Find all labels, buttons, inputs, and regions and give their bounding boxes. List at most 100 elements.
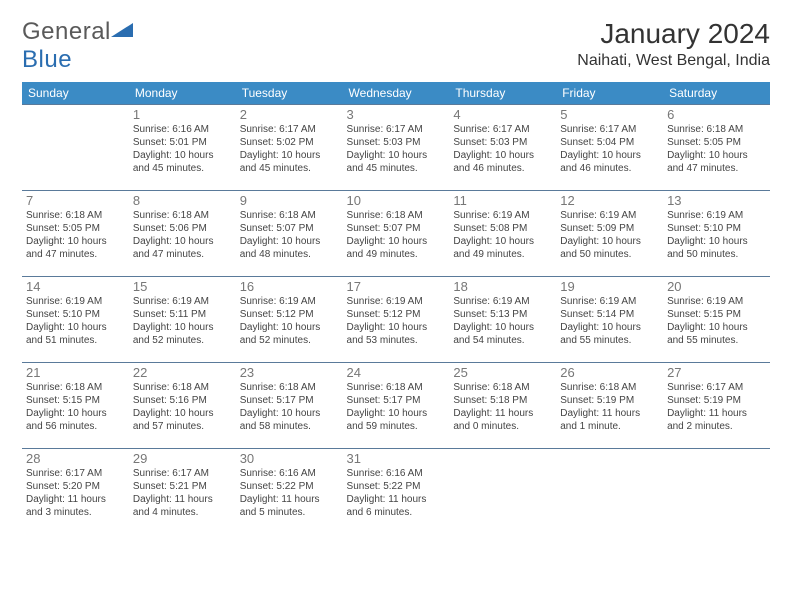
sunrise-text: Sunrise: 6:18 AM <box>560 381 659 394</box>
daylight-text-1: Daylight: 11 hours <box>133 493 232 506</box>
calendar-week-row: 1Sunrise: 6:16 AMSunset: 5:01 PMDaylight… <box>22 105 770 191</box>
calendar-body: 1Sunrise: 6:16 AMSunset: 5:01 PMDaylight… <box>22 105 770 535</box>
sunrise-text: Sunrise: 6:19 AM <box>133 295 232 308</box>
day-number: 12 <box>560 193 659 208</box>
calendar-day-cell: 6Sunrise: 6:18 AMSunset: 5:05 PMDaylight… <box>663 105 770 191</box>
daylight-text-1: Daylight: 10 hours <box>667 149 766 162</box>
day-number: 16 <box>240 279 339 294</box>
sunset-text: Sunset: 5:05 PM <box>667 136 766 149</box>
day-info: Sunrise: 6:19 AMSunset: 5:09 PMDaylight:… <box>560 209 659 261</box>
sunset-text: Sunset: 5:10 PM <box>26 308 125 321</box>
day-number: 8 <box>133 193 232 208</box>
day-info: Sunrise: 6:17 AMSunset: 5:21 PMDaylight:… <box>133 467 232 519</box>
calendar-day-cell: 15Sunrise: 6:19 AMSunset: 5:11 PMDayligh… <box>129 277 236 363</box>
day-number: 6 <box>667 107 766 122</box>
day-info: Sunrise: 6:19 AMSunset: 5:08 PMDaylight:… <box>453 209 552 261</box>
sunrise-text: Sunrise: 6:19 AM <box>453 209 552 222</box>
calendar-table: SundayMondayTuesdayWednesdayThursdayFrid… <box>22 82 770 535</box>
sunrise-text: Sunrise: 6:19 AM <box>667 209 766 222</box>
day-info: Sunrise: 6:17 AMSunset: 5:03 PMDaylight:… <box>453 123 552 175</box>
day-number: 17 <box>347 279 446 294</box>
sunrise-text: Sunrise: 6:19 AM <box>26 295 125 308</box>
daylight-text-1: Daylight: 10 hours <box>453 321 552 334</box>
daylight-text-1: Daylight: 10 hours <box>347 149 446 162</box>
sunrise-text: Sunrise: 6:18 AM <box>667 123 766 136</box>
day-number: 20 <box>667 279 766 294</box>
sunset-text: Sunset: 5:16 PM <box>133 394 232 407</box>
daylight-text-1: Daylight: 10 hours <box>453 235 552 248</box>
sunset-text: Sunset: 5:05 PM <box>26 222 125 235</box>
daylight-text-1: Daylight: 10 hours <box>26 235 125 248</box>
calendar-day-cell: 12Sunrise: 6:19 AMSunset: 5:09 PMDayligh… <box>556 191 663 277</box>
day-info: Sunrise: 6:18 AMSunset: 5:05 PMDaylight:… <box>667 123 766 175</box>
day-number: 11 <box>453 193 552 208</box>
calendar-week-row: 28Sunrise: 6:17 AMSunset: 5:20 PMDayligh… <box>22 449 770 535</box>
daylight-text-1: Daylight: 11 hours <box>26 493 125 506</box>
day-number: 15 <box>133 279 232 294</box>
daylight-text-2: and 47 minutes. <box>26 248 125 261</box>
day-number: 25 <box>453 365 552 380</box>
day-info: Sunrise: 6:19 AMSunset: 5:10 PMDaylight:… <box>667 209 766 261</box>
daylight-text-1: Daylight: 10 hours <box>667 321 766 334</box>
day-number: 30 <box>240 451 339 466</box>
calendar-day-cell: 18Sunrise: 6:19 AMSunset: 5:13 PMDayligh… <box>449 277 556 363</box>
daylight-text-2: and 48 minutes. <box>240 248 339 261</box>
day-info: Sunrise: 6:19 AMSunset: 5:12 PMDaylight:… <box>347 295 446 347</box>
daylight-text-2: and 58 minutes. <box>240 420 339 433</box>
calendar-day-cell <box>22 105 129 191</box>
day-info: Sunrise: 6:18 AMSunset: 5:07 PMDaylight:… <box>240 209 339 261</box>
calendar-day-cell: 14Sunrise: 6:19 AMSunset: 5:10 PMDayligh… <box>22 277 129 363</box>
sunset-text: Sunset: 5:20 PM <box>26 480 125 493</box>
daylight-text-2: and 56 minutes. <box>26 420 125 433</box>
day-number: 2 <box>240 107 339 122</box>
sunrise-text: Sunrise: 6:17 AM <box>26 467 125 480</box>
calendar-day-cell: 28Sunrise: 6:17 AMSunset: 5:20 PMDayligh… <box>22 449 129 535</box>
day-number: 5 <box>560 107 659 122</box>
day-number: 29 <box>133 451 232 466</box>
sunset-text: Sunset: 5:07 PM <box>240 222 339 235</box>
sunrise-text: Sunrise: 6:17 AM <box>133 467 232 480</box>
daylight-text-1: Daylight: 11 hours <box>453 407 552 420</box>
daylight-text-2: and 50 minutes. <box>667 248 766 261</box>
sunrise-text: Sunrise: 6:18 AM <box>240 209 339 222</box>
sunrise-text: Sunrise: 6:18 AM <box>26 381 125 394</box>
daylight-text-1: Daylight: 10 hours <box>560 149 659 162</box>
day-number: 22 <box>133 365 232 380</box>
day-number: 4 <box>453 107 552 122</box>
day-info: Sunrise: 6:17 AMSunset: 5:04 PMDaylight:… <box>560 123 659 175</box>
daylight-text-1: Daylight: 10 hours <box>133 149 232 162</box>
day-info: Sunrise: 6:17 AMSunset: 5:19 PMDaylight:… <box>667 381 766 433</box>
sunrise-text: Sunrise: 6:19 AM <box>240 295 339 308</box>
daylight-text-1: Daylight: 11 hours <box>240 493 339 506</box>
daylight-text-2: and 55 minutes. <box>560 334 659 347</box>
day-number: 26 <box>560 365 659 380</box>
calendar-day-cell: 31Sunrise: 6:16 AMSunset: 5:22 PMDayligh… <box>343 449 450 535</box>
day-info: Sunrise: 6:18 AMSunset: 5:19 PMDaylight:… <box>560 381 659 433</box>
calendar-day-cell: 11Sunrise: 6:19 AMSunset: 5:08 PMDayligh… <box>449 191 556 277</box>
logo-triangle-icon <box>111 21 133 39</box>
daylight-text-2: and 51 minutes. <box>26 334 125 347</box>
daylight-text-1: Daylight: 10 hours <box>560 235 659 248</box>
sunset-text: Sunset: 5:04 PM <box>560 136 659 149</box>
sunset-text: Sunset: 5:02 PM <box>240 136 339 149</box>
day-info: Sunrise: 6:16 AMSunset: 5:01 PMDaylight:… <box>133 123 232 175</box>
daylight-text-2: and 46 minutes. <box>560 162 659 175</box>
daylight-text-1: Daylight: 11 hours <box>667 407 766 420</box>
daylight-text-2: and 50 minutes. <box>560 248 659 261</box>
sunrise-text: Sunrise: 6:18 AM <box>347 209 446 222</box>
sunrise-text: Sunrise: 6:17 AM <box>453 123 552 136</box>
sunset-text: Sunset: 5:13 PM <box>453 308 552 321</box>
daylight-text-1: Daylight: 10 hours <box>453 149 552 162</box>
sunset-text: Sunset: 5:14 PM <box>560 308 659 321</box>
day-info: Sunrise: 6:17 AMSunset: 5:02 PMDaylight:… <box>240 123 339 175</box>
daylight-text-2: and 5 minutes. <box>240 506 339 519</box>
sunset-text: Sunset: 5:11 PM <box>133 308 232 321</box>
day-info: Sunrise: 6:18 AMSunset: 5:18 PMDaylight:… <box>453 381 552 433</box>
daylight-text-1: Daylight: 10 hours <box>347 235 446 248</box>
day-info: Sunrise: 6:19 AMSunset: 5:11 PMDaylight:… <box>133 295 232 347</box>
daylight-text-1: Daylight: 10 hours <box>26 407 125 420</box>
day-info: Sunrise: 6:19 AMSunset: 5:15 PMDaylight:… <box>667 295 766 347</box>
day-number: 9 <box>240 193 339 208</box>
sunrise-text: Sunrise: 6:19 AM <box>453 295 552 308</box>
weekday-header: Tuesday <box>236 82 343 105</box>
